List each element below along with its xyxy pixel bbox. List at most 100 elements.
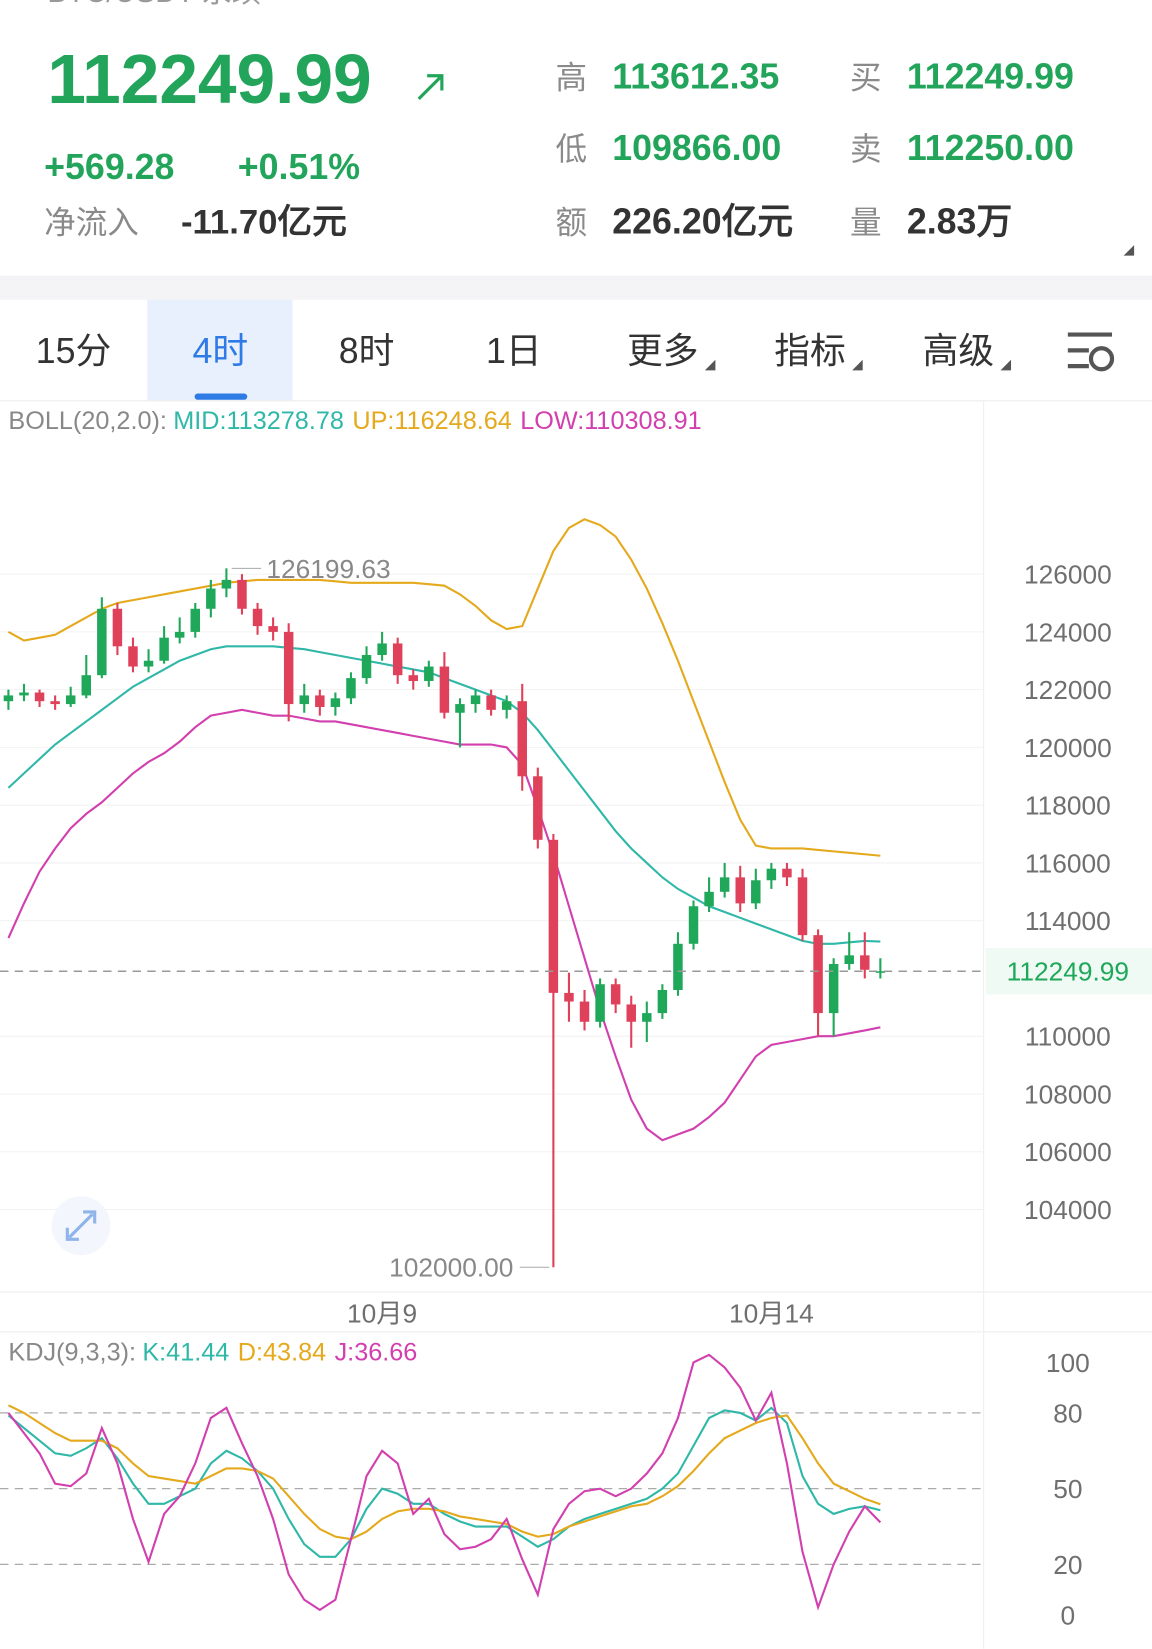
- y-tick-label: 100: [1046, 1348, 1090, 1378]
- x-tick-label: 10月9: [347, 1298, 417, 1328]
- candle-body: [252, 608, 263, 627]
- tab[interactable]: 更多: [627, 331, 699, 371]
- y-tick-label: 50: [1053, 1474, 1082, 1504]
- candle-body: [439, 666, 450, 713]
- candle-body: [673, 943, 683, 991]
- indicator-value: LOW:110308.91: [520, 407, 701, 435]
- tab[interactable]: 高级: [923, 331, 995, 371]
- boll-line: [7, 708, 881, 1142]
- candle-body: [751, 880, 761, 904]
- candle-body: [34, 692, 45, 702]
- stat-label: 卖: [850, 131, 882, 167]
- candle-body: [81, 675, 92, 696]
- kdj-line: [7, 1353, 882, 1612]
- candle-body: [875, 971, 886, 973]
- indicator-value: UP:116248.64: [352, 407, 511, 435]
- stat-value: 2.83万: [907, 202, 1012, 242]
- y-tick-label: 124000: [1024, 617, 1112, 647]
- candle-body: [501, 701, 512, 710]
- candle-body: [268, 626, 278, 632]
- candle-body: [533, 776, 543, 840]
- stats: 高 113612.35 买 112249.99 低 109866.00 卖 112250.00…: [555, 56, 1073, 241]
- tab[interactable]: 8时: [339, 331, 395, 371]
- indicator-name: KDJ(9,3,3):: [8, 1338, 136, 1366]
- candle-body: [3, 695, 14, 702]
- candle-body: [642, 1013, 652, 1022]
- candle-body: [595, 984, 605, 1022]
- candle-body: [564, 992, 574, 1002]
- tab[interactable]: 1日: [486, 331, 542, 371]
- candle-body: [424, 666, 434, 681]
- candle-body: [237, 579, 247, 609]
- stat-value: 112250.00: [907, 128, 1074, 168]
- candle-body: [657, 990, 668, 1014]
- y-tick-label: 108000: [1024, 1079, 1112, 1109]
- max-label: 126199.63: [266, 554, 390, 584]
- candle-body: [190, 608, 200, 632]
- stat-label: 低: [555, 131, 587, 167]
- candle-body: [97, 608, 107, 676]
- kdj-line: [7, 1406, 881, 1558]
- tabs: 15分 4时 8时 1日 更多 指标 高级: [36, 299, 1012, 401]
- candle-body: [610, 984, 621, 1005]
- stat-label: 量: [850, 205, 882, 241]
- price-label-bg: [985, 948, 1152, 995]
- stat-label: 高: [555, 59, 587, 95]
- y-tick-label: 106000: [1024, 1137, 1112, 1167]
- y-tick-label: 0: [1061, 1600, 1076, 1630]
- candle-body: [844, 955, 854, 965]
- candle-body: [704, 891, 714, 907]
- candle-body: [392, 643, 403, 676]
- tab[interactable]: 15分: [36, 331, 112, 371]
- candle-body: [65, 695, 76, 705]
- indicator-value: D:43.84: [238, 1338, 326, 1366]
- indicator-legend: KDJ(9,3,3): K:41.44 D:43.84 J:36.66: [8, 1338, 417, 1366]
- y-tick-label: 120000: [1024, 733, 1112, 763]
- candle-body: [159, 637, 169, 661]
- candle-body: [408, 675, 418, 681]
- candle-body: [860, 955, 870, 970]
- candle-body: [579, 1001, 590, 1022]
- candle-body: [766, 868, 777, 881]
- candle-body: [470, 695, 481, 705]
- candle-body: [377, 643, 387, 655]
- boll-line: [7, 518, 881, 857]
- candle-body: [548, 839, 559, 993]
- candle-body: [299, 695, 309, 705]
- fullscreen-icon[interactable]: [51, 1196, 111, 1256]
- tab[interactable]: 指标: [774, 331, 846, 371]
- candle-body: [719, 877, 730, 892]
- y-tick-label: 116000: [1025, 848, 1111, 878]
- stat-value: 112249.99: [907, 56, 1074, 96]
- candle-body: [361, 654, 372, 679]
- tab[interactable]: 4时: [193, 331, 249, 371]
- y-tick-label: 118000: [1025, 791, 1111, 821]
- candle-body: [174, 631, 185, 638]
- y-tick-label: 80: [1053, 1398, 1082, 1428]
- settings-icon[interactable]: [1067, 332, 1115, 372]
- candle-body: [517, 701, 527, 777]
- y-tick-label: 20: [1053, 1550, 1082, 1580]
- indicator-name: BOLL(20,2.0):: [8, 407, 167, 435]
- stat-label: 买: [850, 59, 882, 95]
- stat-label: 额: [555, 205, 587, 241]
- indicator-legend: BOLL(20,2.0): MID:113278.78 UP:116248.64 LO…: [8, 407, 701, 435]
- change: +569.28: [44, 147, 174, 187]
- net-inflow: -11.70亿元: [181, 203, 347, 242]
- y-tick-label: 114000: [1025, 906, 1111, 936]
- candle-body: [626, 1004, 636, 1022]
- candle-body: [346, 678, 356, 699]
- up-arrow: [417, 74, 444, 101]
- price-label: 112249.99: [1007, 957, 1129, 987]
- stat-value: 226.20亿元: [612, 202, 793, 242]
- candle-body: [19, 692, 29, 696]
- indicator-value: J:36.66: [335, 1338, 418, 1366]
- candle-body: [315, 695, 325, 707]
- net-inflow-label: 净流入: [44, 205, 139, 241]
- candle-chart: BOLL(20,2.0): MID:113278.78 UP:116248.64 LO…: [0, 407, 1152, 1328]
- candle-body: [688, 906, 699, 944]
- kdj-line: [7, 1404, 881, 1541]
